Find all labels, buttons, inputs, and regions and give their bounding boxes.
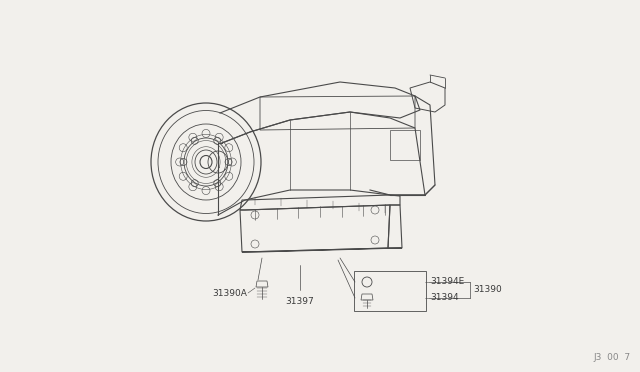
Text: 31390A: 31390A <box>212 289 247 298</box>
Text: 31397: 31397 <box>285 297 314 306</box>
Text: 31394: 31394 <box>430 294 459 302</box>
Text: 31394E: 31394E <box>430 278 464 286</box>
Text: 31390: 31390 <box>473 285 502 295</box>
Text: J3  00  7: J3 00 7 <box>593 353 630 362</box>
